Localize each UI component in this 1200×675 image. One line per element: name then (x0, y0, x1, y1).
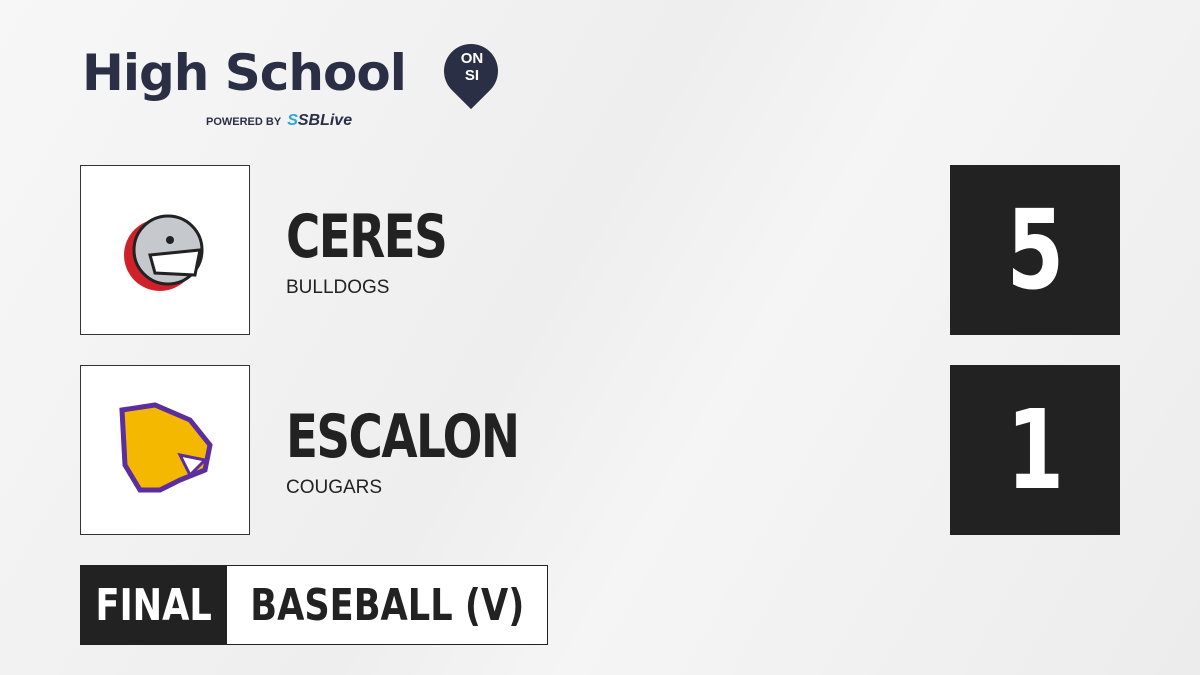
badge-bottom: SI (464, 67, 480, 84)
brand-title: High School (82, 44, 407, 102)
team-name: CERES (286, 202, 448, 272)
team-score: 1 (950, 365, 1120, 535)
team-score: 5 (950, 165, 1120, 335)
team-mascot: BULLDOGS (286, 277, 390, 298)
cougar-logo-icon (119, 402, 213, 493)
team-ceres: CERES BULLDOGS (286, 205, 491, 299)
badge-top: ON (460, 50, 484, 67)
team-name: ESCALON (286, 402, 520, 472)
team-logo-escalon (80, 365, 250, 535)
sblive-logo: SSBLive (287, 112, 353, 129)
powered-by: POWERED BY SSBLive (206, 112, 353, 129)
brand-logo: High School ON SI POWERED BY SSBLive (82, 32, 510, 129)
game-status-bar: FINAL BASEBALL (V) (80, 565, 548, 645)
team-logo-ceres (80, 165, 250, 335)
bulldog-logo-icon (124, 214, 204, 291)
sport-label: BASEBALL (V) (227, 566, 547, 644)
team-escalon: ESCALON COUGARS (286, 405, 584, 499)
final-badge: FINAL (81, 566, 227, 644)
team-mascot: COUGARS (286, 477, 383, 498)
